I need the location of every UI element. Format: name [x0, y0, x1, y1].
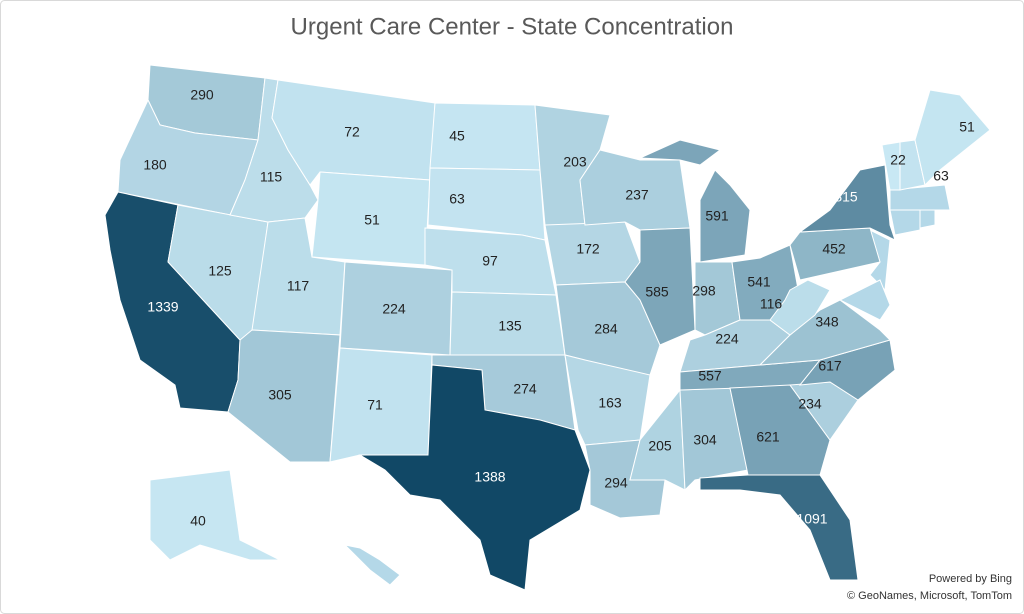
state-region	[639, 139, 722, 166]
state	[919, 209, 936, 229]
state-value-label: 135	[498, 318, 522, 334]
state-value-label: 1339	[147, 299, 178, 315]
state-value-label: 234	[798, 396, 822, 412]
state-value-label: 1091	[796, 511, 827, 527]
state-region	[227, 329, 341, 463]
state-value-label: 22	[890, 152, 906, 168]
state-value-label: 541	[747, 274, 771, 290]
state-value-label: 45	[449, 128, 465, 144]
state-region	[699, 169, 751, 263]
state-value-label: 305	[268, 387, 292, 403]
state-region	[429, 102, 541, 171]
state-value-label: 63	[449, 191, 465, 207]
state-region	[699, 474, 859, 581]
attribution: Powered by Bing	[929, 573, 1012, 585]
state-value-label: 284	[594, 321, 618, 337]
state-value-label: 117	[287, 278, 310, 294]
state-region	[798, 164, 896, 241]
state-value-label: 97	[482, 253, 498, 269]
state-value-label: 617	[818, 358, 842, 374]
state-region	[769, 279, 831, 336]
state-value-label: 237	[625, 187, 649, 203]
state-region	[729, 384, 831, 476]
state-value-label: 1388	[474, 469, 505, 485]
map-title: Urgent Care Center - State Concentration	[291, 13, 734, 40]
unlabeled-states	[343, 184, 951, 586]
state-value-label: 585	[645, 284, 669, 300]
state	[889, 184, 951, 211]
state-value-label: 163	[598, 395, 622, 411]
state-region	[311, 171, 431, 266]
state-value-label: 224	[382, 301, 406, 317]
state-region	[149, 469, 281, 561]
state-value-label: 51	[364, 212, 380, 228]
state-value-label: 40	[190, 513, 206, 529]
state	[838, 279, 891, 321]
state-value-label: 294	[604, 475, 628, 491]
state-value-label: 63	[933, 168, 949, 184]
state-value-label: 621	[756, 429, 780, 445]
state-value-label: 71	[367, 397, 383, 413]
state-value-label: 224	[715, 331, 739, 347]
state-value-label: 815	[834, 189, 858, 205]
state-value-label: 180	[143, 157, 167, 173]
attribution: © GeoNames, Microsoft, TomTom	[847, 590, 1012, 602]
state-value-label: 557	[698, 368, 722, 384]
state-region	[629, 388, 686, 491]
state-region	[914, 89, 991, 186]
state-region	[758, 299, 891, 366]
state-value-label: 298	[692, 283, 716, 299]
state-value-label: 115	[260, 169, 283, 185]
state-value-label: 205	[648, 438, 672, 454]
state-value-label: 203	[563, 154, 587, 170]
state-value-label: 172	[576, 241, 600, 257]
state	[889, 209, 921, 236]
state-value-label: 290	[190, 87, 214, 103]
state-value-label: 304	[693, 432, 717, 448]
state	[343, 544, 401, 586]
state-value-label: 116	[760, 296, 783, 312]
state-region	[624, 227, 696, 346]
state-value-label: 452	[822, 241, 846, 257]
state-value-label: 274	[513, 381, 537, 397]
state-value-label: 125	[208, 263, 232, 279]
state-region	[789, 227, 881, 281]
state-region	[358, 364, 591, 591]
state-value-label: 51	[959, 119, 975, 135]
state-value-label: 72	[344, 124, 360, 140]
state-value-label: 591	[705, 208, 729, 224]
state-value-label: 348	[815, 314, 839, 330]
